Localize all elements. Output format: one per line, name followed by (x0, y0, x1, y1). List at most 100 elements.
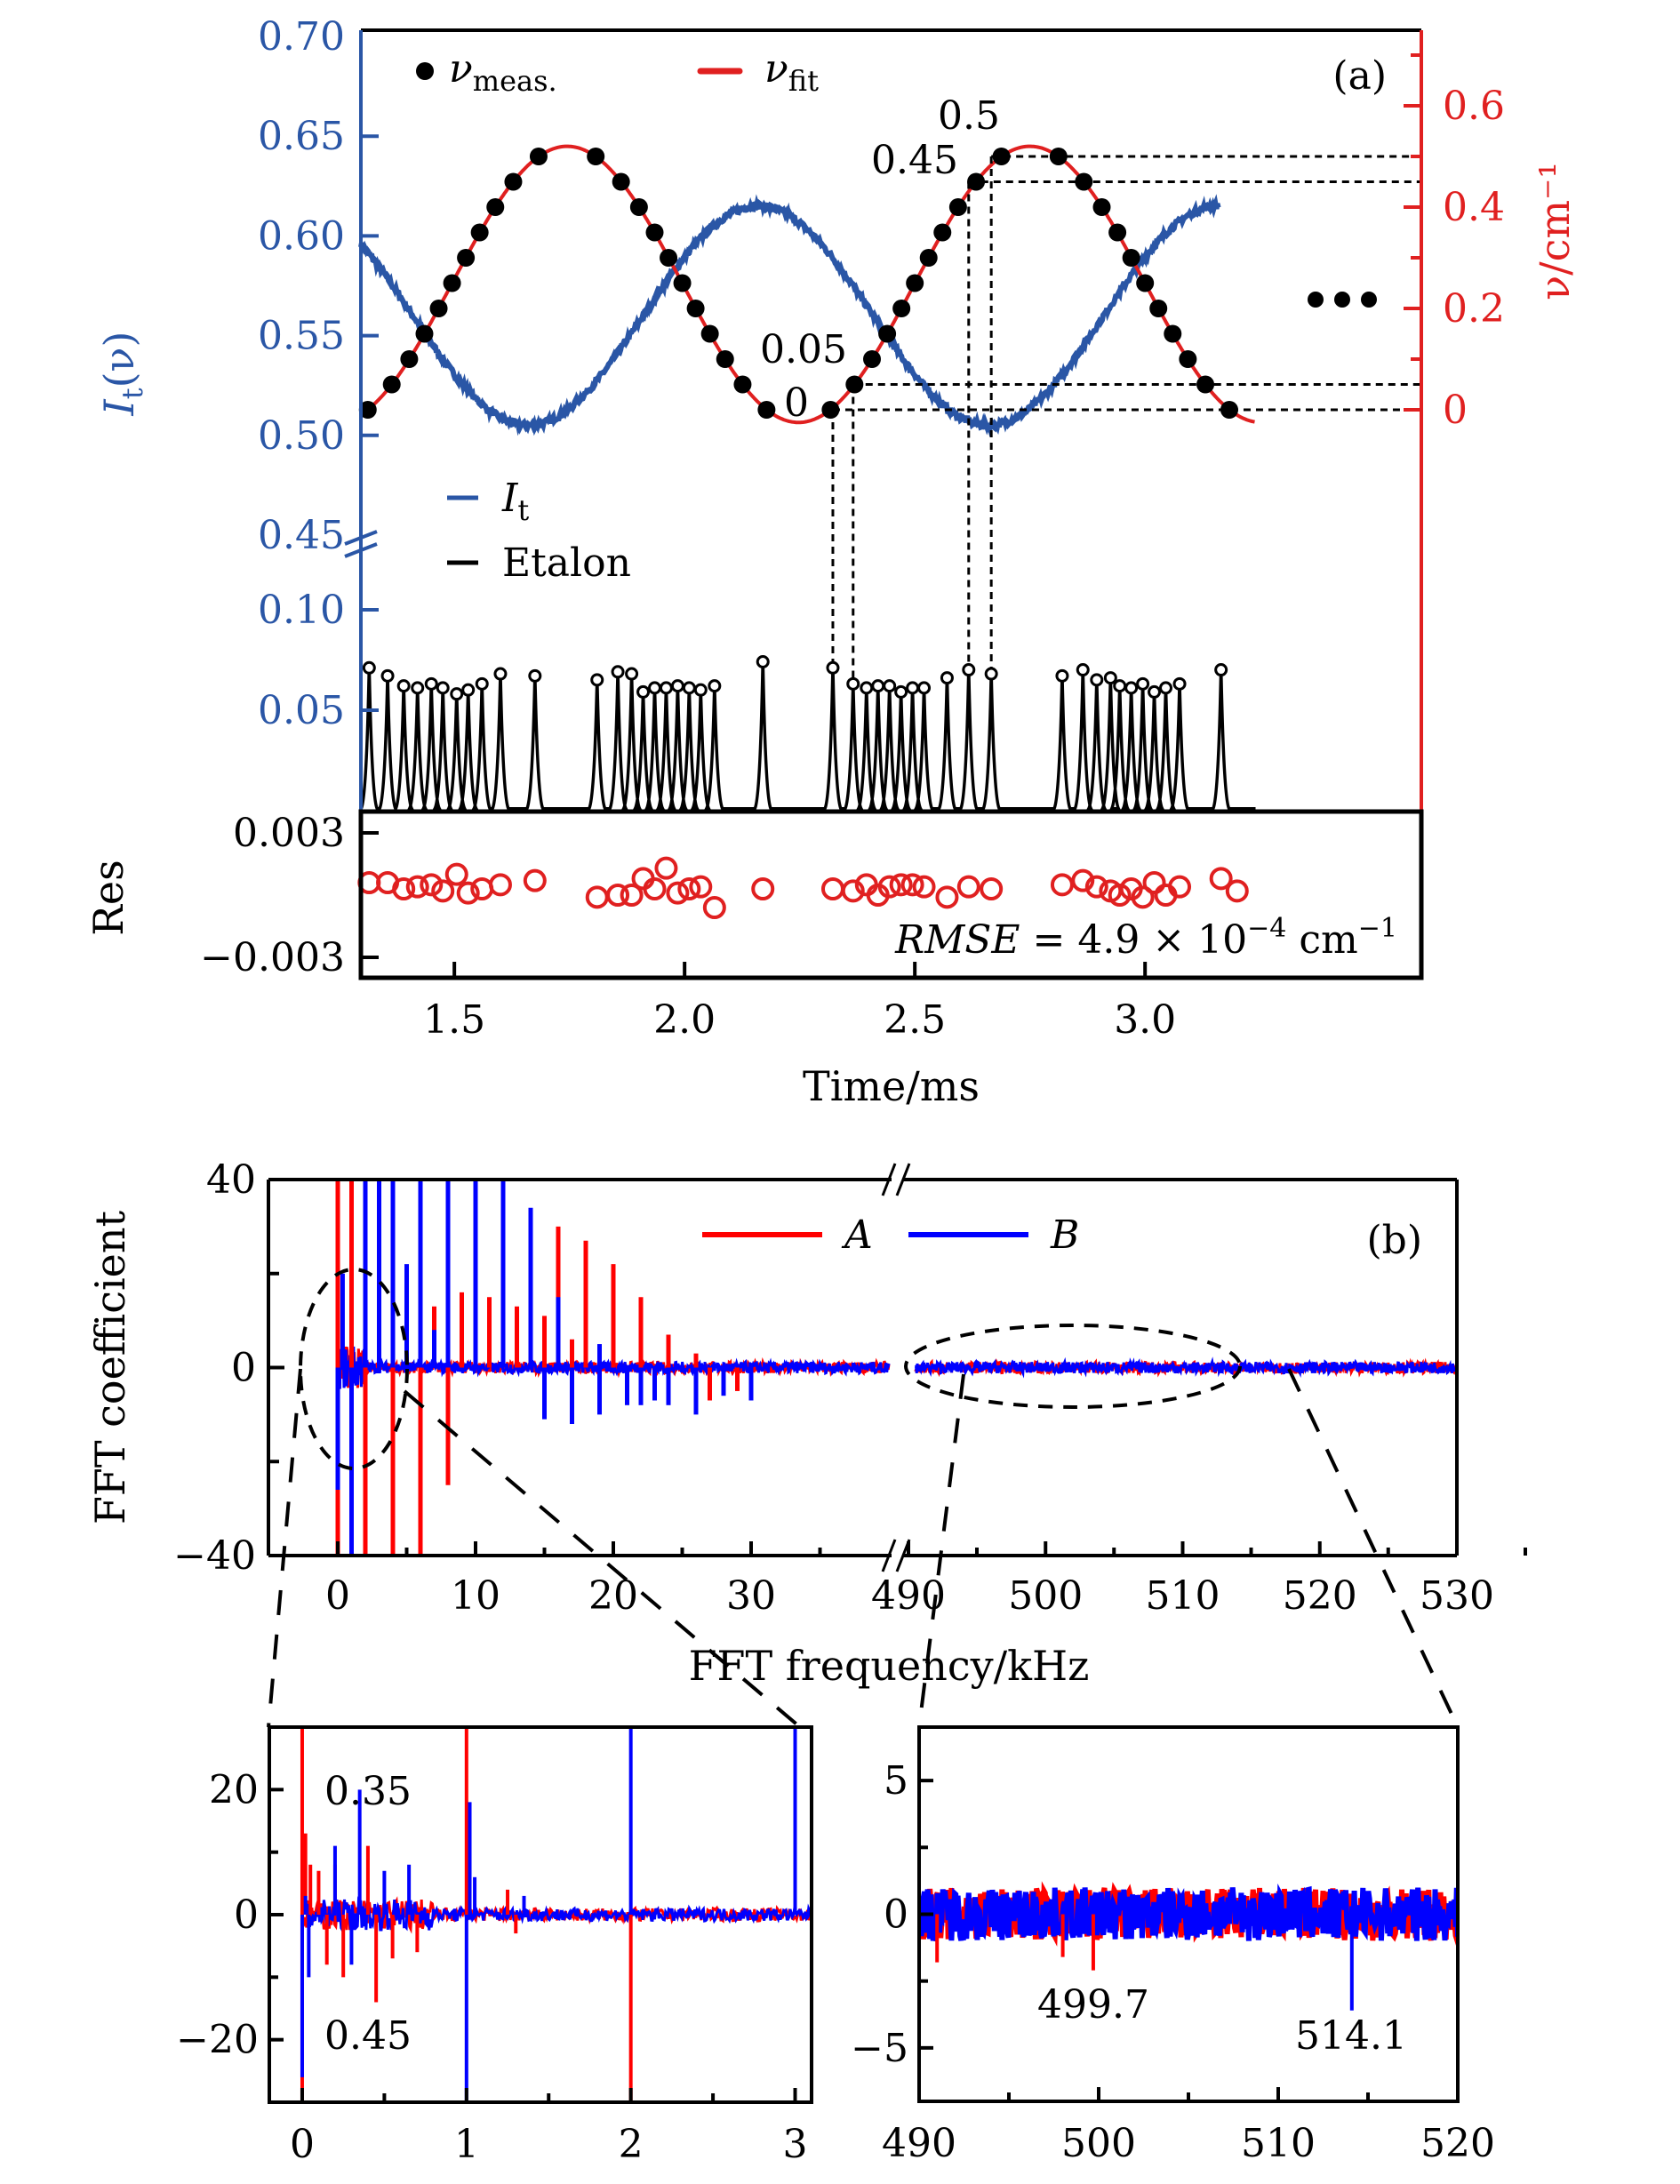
annotation-499.7: 499.7 (1037, 1982, 1149, 2028)
etalon-peak-marker (860, 681, 874, 695)
etalon-peak-marker (984, 667, 998, 681)
etalon-peak-marker (940, 671, 954, 685)
etalon-peak-marker (1136, 676, 1150, 691)
legend-label-It: It (501, 476, 529, 527)
etalon-peak-marker (493, 667, 508, 681)
measured-point (1196, 375, 1215, 394)
tspan: I (501, 476, 519, 521)
ellipsis-dot (1361, 292, 1377, 308)
annotation-0.5: 0.5 (938, 93, 1000, 139)
etalon-peak-marker (461, 683, 476, 697)
ellipsis-dot (1334, 292, 1350, 308)
measured-point (845, 375, 864, 394)
residual-point (1084, 875, 1108, 899)
measured-point (716, 350, 734, 368)
right-tick-label: 0.6 (1443, 84, 1505, 129)
zoom-connector (267, 1368, 302, 1728)
measured-point (415, 324, 434, 343)
etalon-peak-marker (1103, 671, 1117, 685)
measured-point (1049, 148, 1068, 165)
measured-point (878, 324, 897, 343)
residual-point (420, 873, 444, 897)
residual-point (585, 885, 609, 909)
etalon-peak-marker (894, 684, 908, 699)
residual-point (1209, 867, 1233, 891)
measured-point (821, 401, 840, 419)
y-tick-label: 5 (884, 1758, 908, 1804)
measured-point (457, 249, 476, 267)
residual-point (392, 877, 416, 900)
residual-point (1142, 871, 1166, 894)
x-tick-label: 2 (619, 2122, 644, 2167)
measured-point (486, 198, 505, 216)
measured-point (645, 223, 664, 242)
residual-point (606, 884, 630, 907)
zoom-ellipse-high (904, 1324, 1242, 1409)
etalon-peak-marker (1172, 676, 1187, 691)
tspan: meas. (473, 64, 557, 98)
tspan: fit (788, 64, 819, 98)
x-tick-label: 3.0 (1114, 997, 1176, 1043)
left-tick-label: 0.50 (258, 413, 345, 459)
residual-point (1050, 873, 1074, 897)
annotation-0.45: 0.45 (871, 138, 958, 183)
inset-plot-area (919, 1881, 1458, 2011)
x-tick-label: 1 (454, 2122, 479, 2167)
measured-point (992, 148, 1011, 165)
measured-point (673, 274, 692, 292)
etalon-peak-marker (475, 676, 489, 691)
x-tick-label: 510 (1146, 1573, 1220, 1619)
measured-point (1149, 300, 1168, 317)
measured-point (629, 198, 648, 216)
res-tick-label: 0.003 (233, 811, 345, 856)
etalon-peak-marker (1124, 681, 1139, 695)
tspan: ν (764, 46, 788, 92)
residual-point (1108, 884, 1132, 907)
etalon-peak-marker (1076, 663, 1090, 677)
residual-point (523, 868, 547, 892)
panel-label-b: (b) (1367, 1218, 1423, 1263)
left-tick-label: 0.45 (258, 513, 345, 558)
res-axis-title: Res (84, 860, 132, 935)
noise-B (915, 1356, 1459, 1379)
left-axis-title: It(ν) (95, 332, 149, 417)
x-axis-title: Time/ms (803, 1062, 980, 1110)
zoom-connector (1287, 1368, 1460, 1728)
noise-B (919, 1883, 1458, 1941)
residual-point (654, 856, 678, 880)
residual-point (820, 877, 844, 900)
measured-point (612, 172, 630, 191)
etalon-peak-marker (670, 679, 684, 693)
residual-point (1225, 879, 1249, 903)
etalon-peak-marker (611, 665, 625, 679)
etalon-peak-marker (846, 676, 860, 691)
residual-point (405, 875, 429, 899)
annotation-0.05: 0.05 (760, 327, 847, 372)
noise-B (300, 1896, 812, 1935)
zoom-connector (917, 1373, 965, 1728)
tspan: t (517, 493, 529, 527)
residual-point (1131, 885, 1155, 909)
x-tick-label: 530 (1420, 1573, 1494, 1619)
etalon-peak-marker (528, 668, 542, 683)
residual-point (643, 877, 667, 900)
etalon-peak-marker (1214, 663, 1228, 677)
measured-point (892, 300, 911, 317)
etalon-peak-marker (647, 681, 661, 695)
x-tick-label: 2.5 (884, 997, 946, 1043)
measured-point (587, 148, 605, 165)
measured-point (1136, 274, 1155, 292)
etalon-peak-marker (917, 681, 932, 695)
etalon-peak-marker (883, 679, 897, 693)
legend-label-etalon: Etalon (502, 540, 631, 586)
axis-break-mark (881, 1539, 897, 1572)
y-tick-label: 0 (231, 1346, 256, 1391)
tspan: ν (449, 46, 473, 92)
axis-break-mark (881, 1163, 897, 1196)
etalon-peak-marker (424, 676, 438, 691)
etalon-peak-marker (826, 660, 840, 675)
measured-point (382, 375, 401, 394)
left-tick-label: 0.65 (258, 114, 345, 159)
